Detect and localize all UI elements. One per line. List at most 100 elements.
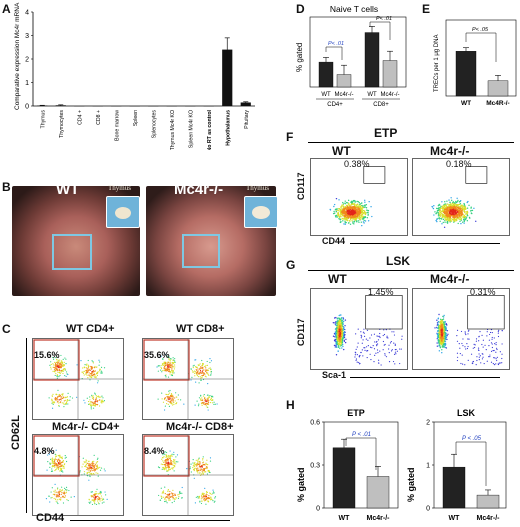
bar-wt	[442, 466, 466, 509]
ko-thymus-inset	[244, 196, 278, 228]
panel-g-ylabel: CD117	[296, 318, 306, 346]
panel-d-ko-2: Mc4r-/-	[381, 92, 400, 98]
panel-d-ylabel: % gated	[295, 43, 304, 72]
panel-f-pct-ko: 0.18%	[446, 159, 472, 169]
flow-plot-etp-ko	[412, 158, 510, 236]
panel-g-ko: Mc4r-/-	[430, 272, 470, 286]
flow-plot-wt-cd8	[142, 338, 234, 420]
panel-c-title-ko-cd8: Mc4r-/- CD8+	[166, 421, 234, 433]
panel-h-ko-1: Mc4r-/-	[367, 515, 391, 522]
bar-wt	[455, 51, 477, 97]
wt-thymus-inset	[106, 196, 140, 228]
panel-e-ko: Mc4R-/-	[486, 100, 509, 107]
bar-mc4r-	[476, 494, 500, 509]
panel-e-chart: TRECs per 1 μg DNA P< .05 WT Mc4R-/-	[434, 19, 517, 107]
flow-gate	[33, 339, 80, 381]
flow-gate	[143, 435, 190, 477]
panel-label-d: D	[296, 2, 305, 16]
panel-h-ytick: 0.6	[310, 420, 320, 427]
panel-a-xtick: CD4 +	[77, 110, 83, 125]
panel-label-f: F	[286, 130, 294, 144]
panel-label-c: C	[2, 322, 11, 336]
panel-f-rule	[308, 142, 514, 143]
panel-h-pval-1: P < .01	[352, 432, 371, 438]
panel-h-ytick: 1	[426, 463, 430, 470]
panel-g-title: LSK	[386, 254, 410, 268]
panel-a-chart: Comparative expression Mc4r mRNA 0 1 2 3 4 T…	[14, 2, 255, 150]
panel-a-xtick: Spleen Mc4r KO	[188, 110, 194, 148]
flow-gate	[365, 295, 403, 330]
panel-g-xlabel: Sca-1	[322, 370, 347, 380]
panel-d-cd8: CD8+	[373, 102, 389, 108]
panel-d-title: Naive T cells	[330, 4, 378, 14]
panel-e-pval: P< .05	[472, 27, 489, 33]
flow-plot-ko-cd4	[32, 434, 124, 516]
flow-plot-wt-cd4	[32, 338, 124, 420]
panel-h-pval-2: P < .05	[462, 436, 482, 442]
panel-d-wt-2: WT	[367, 92, 377, 98]
panel-a-xtick: CD8 +	[96, 110, 102, 125]
panel-h-ytick: 2	[426, 420, 430, 427]
panel-a-xtick: Thymus Mc4r KO	[170, 110, 176, 150]
flow-gate	[33, 435, 80, 477]
panel-d-pval-2: P< .01	[376, 16, 392, 22]
flow-plot-lsk-ko	[412, 288, 510, 370]
panel-a-ytick: 4	[25, 10, 29, 17]
panel-f-pct-wt: 0.38%	[344, 159, 370, 169]
panel-d-wt-1: WT	[321, 92, 331, 98]
panel-h-ytick: 0	[316, 506, 320, 513]
panel-h-ytick: 0	[426, 506, 430, 513]
panel-d-ko-1: Mc4r-/-	[335, 92, 354, 98]
ko-thymus-organ	[252, 206, 270, 219]
panel-label-b: B	[2, 180, 11, 194]
bar-mc4r-	[487, 80, 509, 97]
panel-e-ylabel: TRECs per 1 μg DNA	[434, 35, 440, 92]
panel-a-xtick: Hypothalamus	[225, 110, 231, 146]
bar-mc4r-	[366, 476, 390, 509]
panel-h-charts: ETP LSK % gated % gated 0 0.3 0.6 0 1 2 P < .…	[296, 408, 507, 522]
panel-a-ytick: 1	[25, 80, 29, 87]
panel-g-rule	[308, 270, 514, 271]
panel-d-pval-1: P< .01	[328, 41, 344, 47]
panel-label-a: A	[2, 2, 11, 16]
panel-f-ko: Mc4r-/-	[430, 144, 470, 158]
panel-g-xaxis-arrow	[350, 377, 500, 378]
panel-c-pct-3: 4.8%	[34, 446, 55, 456]
panel-c-xlabel: CD44	[36, 512, 65, 524]
panel-c-xaxis-arrow	[70, 520, 230, 521]
panel-b-ko-label: Mc4r-/-	[174, 181, 224, 198]
panel-g-wt: WT	[328, 272, 347, 286]
panel-c-title-wt-cd8: WT CD8+	[176, 323, 225, 335]
panel-d-cd4: CD4+	[327, 102, 343, 108]
bar-cd4-mc4r-	[336, 74, 352, 88]
panel-f-ylabel: CD117	[296, 172, 306, 200]
panel-a-xtick: No RT as control	[207, 109, 213, 150]
panel-f-title: ETP	[374, 126, 398, 140]
panel-label-e: E	[422, 2, 431, 16]
wt-thymus-organ	[115, 207, 131, 219]
flow-gate	[143, 339, 190, 381]
panel-b-wt-label: WT	[56, 181, 80, 198]
flow-plot-lsk-wt	[310, 288, 408, 370]
panel-a-bar	[222, 49, 233, 106]
flow-gate	[465, 166, 488, 184]
panel-a-xtick: Pituitary	[244, 110, 250, 129]
panel-h-wt-1: WT	[339, 515, 351, 522]
panel-a-xtick: Thymus	[40, 110, 46, 129]
flow-plot-etp-wt	[310, 158, 408, 236]
panel-b-thymus-wt: Thymus	[108, 184, 131, 192]
panel-a-xtick: Spleen	[133, 110, 139, 126]
panel-f-xaxis-arrow	[350, 243, 500, 244]
flow-plot-ko-cd8	[142, 434, 234, 516]
panel-a-ytick: 3	[25, 33, 29, 40]
flow-gate	[467, 295, 505, 330]
panel-h-ko-2: Mc4r-/-	[477, 515, 501, 522]
panel-a-ylabel: Comparative expression Mc4r mRNA	[14, 2, 21, 110]
panel-label-g: G	[286, 258, 296, 272]
panel-a-xtick: Bone marrow	[114, 110, 120, 141]
flow-gate	[363, 166, 386, 184]
wt-thymus-highlight	[52, 234, 92, 270]
panel-e-wt: WT	[461, 100, 471, 107]
ko-thymus-highlight	[182, 234, 220, 268]
panel-h-ytick: 0.3	[310, 463, 320, 470]
